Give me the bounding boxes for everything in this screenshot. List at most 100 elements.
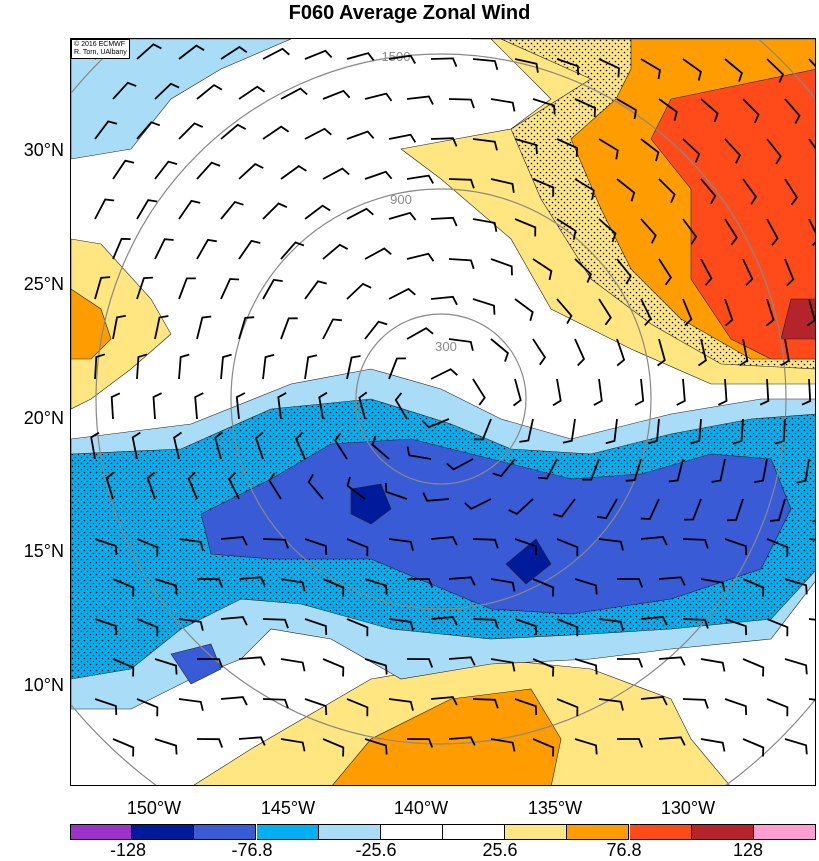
wind-barb bbox=[766, 138, 782, 165]
moderate-westerly-s bbox=[332, 688, 562, 785]
wind-barb bbox=[262, 202, 288, 220]
wind-barb bbox=[574, 98, 597, 118]
lon-label-150w: 150°W bbox=[126, 798, 182, 818]
wind-barb bbox=[684, 498, 702, 521]
wind-barb bbox=[304, 698, 328, 716]
wind-barb bbox=[280, 317, 298, 340]
wind-barb bbox=[640, 218, 657, 244]
wind-barb bbox=[556, 58, 580, 76]
wind-barb bbox=[742, 98, 760, 124]
wind-barb bbox=[574, 738, 598, 755]
wind-barb bbox=[724, 538, 748, 556]
wind-barb bbox=[640, 696, 668, 706]
wind-barb bbox=[364, 578, 388, 595]
wind-barb bbox=[238, 239, 261, 260]
wind-barb bbox=[112, 658, 135, 677]
wind-barb bbox=[94, 698, 118, 715]
wind-barb bbox=[388, 287, 416, 300]
wind-barb bbox=[532, 338, 547, 366]
wind-barb bbox=[472, 698, 499, 709]
lat-label-15n: 15°N bbox=[23, 541, 64, 561]
wind-barb bbox=[136, 698, 159, 717]
wind-barb bbox=[178, 698, 204, 711]
wind-barb bbox=[238, 656, 266, 666]
weak-easterly-nw bbox=[71, 39, 292, 160]
colorbar-tick-label: 76.8 bbox=[606, 840, 642, 860]
easterly-band bbox=[71, 39, 815, 710]
wind-barb bbox=[154, 160, 178, 180]
wind-barb bbox=[508, 498, 534, 515]
wind-barb bbox=[700, 98, 719, 123]
wind-barb bbox=[556, 538, 579, 557]
wind-barb bbox=[727, 498, 744, 522]
colorbar-segment bbox=[380, 824, 443, 840]
wind-barb bbox=[742, 178, 758, 205]
wind-barb bbox=[196, 738, 224, 748]
wind-barb bbox=[346, 618, 369, 637]
wind-barb bbox=[448, 656, 476, 666]
wind-barb bbox=[658, 576, 686, 586]
wind-barb bbox=[492, 458, 516, 478]
wind-barb bbox=[724, 138, 741, 164]
wind-barb bbox=[136, 276, 153, 300]
wind-barb bbox=[640, 58, 661, 80]
wind-barb bbox=[700, 578, 726, 592]
wind-barb bbox=[322, 658, 345, 677]
wind-barb bbox=[406, 658, 434, 668]
wind-barb bbox=[280, 578, 306, 592]
wind-barb bbox=[472, 618, 499, 629]
wind-barb bbox=[430, 216, 458, 227]
wind-barb bbox=[766, 618, 789, 637]
wind-barb bbox=[597, 498, 618, 520]
wind-barb bbox=[406, 446, 432, 460]
wind-barb bbox=[421, 418, 450, 429]
wind-barb bbox=[280, 658, 306, 672]
wind-barb bbox=[262, 353, 275, 380]
wind-barb bbox=[346, 130, 375, 140]
wind-barb bbox=[406, 174, 434, 184]
wind-barb bbox=[658, 178, 676, 204]
wind-barb bbox=[136, 618, 159, 637]
wind-barb bbox=[574, 338, 586, 367]
wind-barb bbox=[532, 178, 555, 197]
wind-barb bbox=[136, 199, 158, 220]
wind-barb bbox=[658, 258, 672, 286]
wind-barb bbox=[394, 392, 408, 420]
wind-barb bbox=[178, 353, 190, 380]
wind-barb bbox=[552, 378, 562, 407]
wind-barb bbox=[682, 698, 709, 709]
wind-barb bbox=[214, 431, 223, 460]
wind-barb bbox=[514, 618, 538, 636]
wind-barb bbox=[112, 159, 135, 180]
wind-barb bbox=[196, 161, 221, 180]
wind-barb bbox=[304, 354, 318, 380]
wind-barb bbox=[682, 538, 709, 549]
wind-barb bbox=[346, 207, 374, 220]
colorbar-segment bbox=[629, 824, 692, 840]
wind-barb bbox=[472, 298, 496, 315]
wind-barb bbox=[178, 277, 196, 300]
wind-barb bbox=[774, 418, 786, 445]
wind-barb bbox=[759, 378, 770, 406]
wind-barb bbox=[556, 698, 579, 717]
wind-barb bbox=[196, 658, 224, 668]
wind-barb bbox=[322, 243, 349, 260]
strong-easterly-west bbox=[350, 483, 392, 525]
wind-barb bbox=[616, 98, 637, 120]
wind-barb bbox=[94, 120, 118, 140]
wind-barb bbox=[364, 320, 388, 340]
wind-barb bbox=[668, 458, 684, 483]
wind-barb bbox=[784, 578, 808, 595]
wind-barb bbox=[724, 218, 738, 246]
wind-barb bbox=[700, 738, 726, 752]
wind-barb bbox=[430, 368, 458, 380]
wind-barb bbox=[238, 736, 266, 746]
wind-barb bbox=[682, 58, 702, 81]
ring-label-900: 900 bbox=[390, 192, 412, 207]
wind-barb bbox=[220, 616, 248, 626]
colorbar-tick-label: -128 bbox=[109, 840, 147, 860]
wind-barb bbox=[808, 218, 815, 247]
wind-barb bbox=[178, 538, 204, 551]
wind-barb bbox=[346, 355, 361, 380]
wind-barb bbox=[640, 298, 652, 326]
